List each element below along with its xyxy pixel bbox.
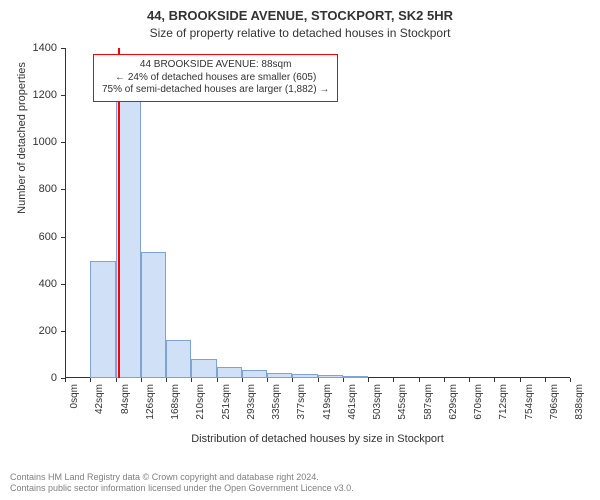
y-tick-mark [61, 48, 65, 49]
x-tick-label: 461sqm [347, 384, 358, 434]
histogram-bar [166, 340, 191, 378]
x-tick-label: 377sqm [296, 384, 307, 434]
x-tick-mark [368, 378, 369, 382]
y-tick-label: 0 [17, 372, 57, 384]
y-tick-label: 600 [17, 231, 57, 243]
x-tick-label: 629sqm [448, 384, 459, 434]
y-tick-mark [61, 331, 65, 332]
x-tick-label: 251sqm [221, 384, 232, 434]
chart-plot-area: 44 BROOKSIDE AVENUE: 88sqm← 24% of detac… [65, 48, 570, 378]
footer-line-1: Contains HM Land Registry data © Crown c… [10, 472, 600, 483]
y-tick-label: 1200 [17, 89, 57, 101]
info-box-line: 44 BROOKSIDE AVENUE: 88sqm [102, 59, 329, 72]
x-tick-label: 503sqm [372, 384, 383, 434]
x-tick-label: 210sqm [195, 384, 206, 434]
x-tick-mark [343, 378, 344, 382]
x-tick-mark [494, 378, 495, 382]
footer: Contains HM Land Registry data © Crown c… [10, 472, 600, 494]
x-tick-label: 796sqm [549, 384, 560, 434]
x-tick-mark [444, 378, 445, 382]
histogram-bar [217, 367, 242, 378]
x-tick-label: 545sqm [397, 384, 408, 434]
histogram-bar [141, 252, 166, 378]
y-tick-mark [61, 284, 65, 285]
x-tick-label: 168sqm [170, 384, 181, 434]
y-tick-label: 1400 [17, 42, 57, 54]
x-tick-mark [267, 378, 268, 382]
x-tick-mark [520, 378, 521, 382]
x-tick-mark [90, 378, 91, 382]
x-tick-mark [545, 378, 546, 382]
x-tick-mark [166, 378, 167, 382]
histogram-bar [191, 359, 216, 378]
x-tick-label: 42sqm [94, 384, 105, 434]
histogram-bar [318, 375, 343, 378]
x-tick-mark [141, 378, 142, 382]
histogram-bar [343, 376, 368, 378]
y-tick-mark [61, 142, 65, 143]
y-tick-mark [61, 95, 65, 96]
x-tick-mark [570, 378, 571, 382]
histogram-bar [267, 373, 292, 378]
chart-subtitle: Size of property relative to detached ho… [0, 26, 600, 40]
info-box-line: 75% of semi-detached houses are larger (… [102, 84, 329, 97]
histogram-bar [242, 370, 267, 378]
x-tick-mark [469, 378, 470, 382]
x-tick-mark [292, 378, 293, 382]
x-tick-label: 0sqm [69, 384, 80, 434]
x-tick-label: 335sqm [271, 384, 282, 434]
page-title: 44, BROOKSIDE AVENUE, STOCKPORT, SK2 5HR [0, 8, 600, 23]
x-tick-mark [65, 378, 66, 382]
y-tick-mark [61, 189, 65, 190]
histogram-bar [90, 261, 115, 378]
footer-line-2: Contains public sector information licen… [10, 483, 600, 494]
x-tick-label: 293sqm [246, 384, 257, 434]
histogram-bar [292, 374, 317, 378]
x-tick-mark [393, 378, 394, 382]
y-tick-label: 400 [17, 278, 57, 290]
x-tick-mark [419, 378, 420, 382]
x-tick-label: 419sqm [322, 384, 333, 434]
x-tick-label: 587sqm [423, 384, 434, 434]
x-tick-label: 754sqm [524, 384, 535, 434]
x-tick-label: 838sqm [574, 384, 585, 434]
x-axis-label: Distribution of detached houses by size … [65, 433, 570, 445]
y-tick-label: 800 [17, 183, 57, 195]
y-axis-line [65, 48, 66, 378]
info-box-line: ← 24% of detached houses are smaller (60… [102, 72, 329, 85]
y-tick-label: 200 [17, 325, 57, 337]
x-tick-label: 670sqm [473, 384, 484, 434]
y-tick-mark [61, 237, 65, 238]
x-tick-mark [116, 378, 117, 382]
property-info-box: 44 BROOKSIDE AVENUE: 88sqm← 24% of detac… [93, 54, 338, 102]
x-tick-label: 126sqm [145, 384, 156, 434]
x-tick-mark [242, 378, 243, 382]
x-tick-label: 712sqm [498, 384, 509, 434]
x-tick-label: 84sqm [120, 384, 131, 434]
x-tick-mark [191, 378, 192, 382]
y-tick-label: 1000 [17, 136, 57, 148]
x-tick-mark [217, 378, 218, 382]
x-tick-mark [318, 378, 319, 382]
